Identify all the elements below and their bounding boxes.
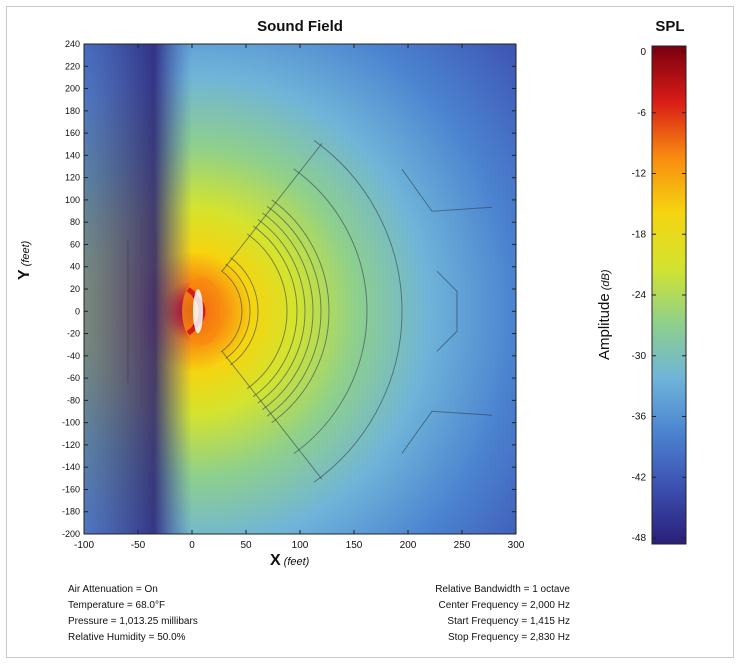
x-tick-label: 200 xyxy=(400,540,417,551)
y-tick-label: 40 xyxy=(70,262,80,272)
y-tick-label: 160 xyxy=(65,128,80,138)
x-tick-label: 100 xyxy=(292,540,309,551)
x-tick-label: -100 xyxy=(74,540,94,551)
colorbar-title: SPL xyxy=(655,18,685,35)
y-tick-label: -120 xyxy=(62,440,80,450)
y-tick-label: -200 xyxy=(62,529,80,539)
venue-arc xyxy=(230,257,259,366)
colorbar-tick-label: -18 xyxy=(632,229,647,240)
figure-frame xyxy=(6,6,734,658)
humidity-text: Relative Humidity = 50.0% xyxy=(68,632,186,643)
venue-arc xyxy=(225,263,251,359)
y-tick-label: 60 xyxy=(70,239,80,249)
conditions-right: Relative Bandwidth = 1 octave Center Fre… xyxy=(338,582,570,646)
y-tick-label: 220 xyxy=(65,61,80,71)
x-tick-label: 50 xyxy=(240,540,252,551)
y-tick-label: -160 xyxy=(62,484,80,494)
start-frequency-text: Start Frequency = 1,415 Hz xyxy=(447,616,570,627)
balcony-walls xyxy=(401,168,493,454)
colorbar-tick-label: -6 xyxy=(637,108,646,119)
rear-shadow xyxy=(84,44,198,534)
colorbar-label: Amplitude(dB) xyxy=(596,269,613,360)
y-tick-label: -20 xyxy=(67,329,80,339)
venue-arc xyxy=(266,205,322,417)
y-tick-label: 0 xyxy=(75,306,80,316)
colorbar-tick-label: -30 xyxy=(632,351,647,362)
source-core xyxy=(193,289,203,334)
colorbar-tick-label: -12 xyxy=(632,169,647,180)
temperature-text: Temperature = 68.0°F xyxy=(68,600,166,611)
venue-arc xyxy=(220,270,243,353)
rear-box xyxy=(436,270,458,352)
x-tick-label: 0 xyxy=(189,540,195,551)
venue-arc xyxy=(271,199,330,424)
x-tick-label: 150 xyxy=(346,540,363,551)
colorbar-tick-label: 0 xyxy=(640,47,646,58)
venue-arc xyxy=(313,140,403,483)
y-tick-label: -80 xyxy=(67,395,80,405)
venue-arc xyxy=(252,225,298,398)
venue-outline xyxy=(127,140,493,483)
y-tick-label: 80 xyxy=(70,217,80,227)
venue-arc xyxy=(246,233,288,389)
venue-arc xyxy=(262,212,314,411)
y-tick-label: 180 xyxy=(65,106,80,116)
y-tick-label: 200 xyxy=(65,84,80,94)
conditions-left: Air Attenuation = On Temperature = 68.0°… xyxy=(68,582,198,646)
y-tick-label: -40 xyxy=(67,351,80,361)
y-tick-label: 20 xyxy=(70,284,80,294)
bandwidth-text: Relative Bandwidth = 1 octave xyxy=(435,584,570,595)
y-tick-label: -100 xyxy=(62,418,80,428)
colorbar xyxy=(651,45,687,545)
venue-arc xyxy=(257,218,306,404)
y-tick-label: -60 xyxy=(67,373,80,383)
y-tick-label: -180 xyxy=(62,507,80,517)
y-tick-label: -140 xyxy=(62,462,80,472)
stop-frequency-text: Stop Frequency = 2,830 Hz xyxy=(447,632,570,643)
x-tick-label: 300 xyxy=(508,540,525,551)
colorbar-tick-label: -42 xyxy=(632,472,647,483)
venue-arc xyxy=(293,168,368,455)
pressure-text: Pressure = 1,013.25 millibars xyxy=(68,616,198,627)
y-tick-label: 140 xyxy=(65,150,80,160)
air-attenuation-text: Air Attenuation = On xyxy=(68,584,158,595)
colorbar-tick-label: -36 xyxy=(632,412,647,423)
venue-side-walls xyxy=(221,142,323,480)
stage-structure xyxy=(127,231,157,392)
colorbar-tick-label: -48 xyxy=(632,533,647,544)
y-tick-label: 100 xyxy=(65,195,80,205)
colorbar-tick-label: -24 xyxy=(632,290,647,301)
y-tick-label: 240 xyxy=(65,39,80,49)
x-axis-label: X (feet) xyxy=(270,552,310,569)
center-frequency-text: Center Frequency = 2,000 Hz xyxy=(438,600,570,611)
chart-title: Sound Field xyxy=(257,18,343,35)
sound-field-heatmap xyxy=(84,44,516,534)
y-tick-label: 120 xyxy=(65,173,80,183)
x-tick-label: 250 xyxy=(454,540,471,551)
x-tick-label: -50 xyxy=(131,540,146,551)
y-axis-label: Y(feet) xyxy=(16,240,33,280)
